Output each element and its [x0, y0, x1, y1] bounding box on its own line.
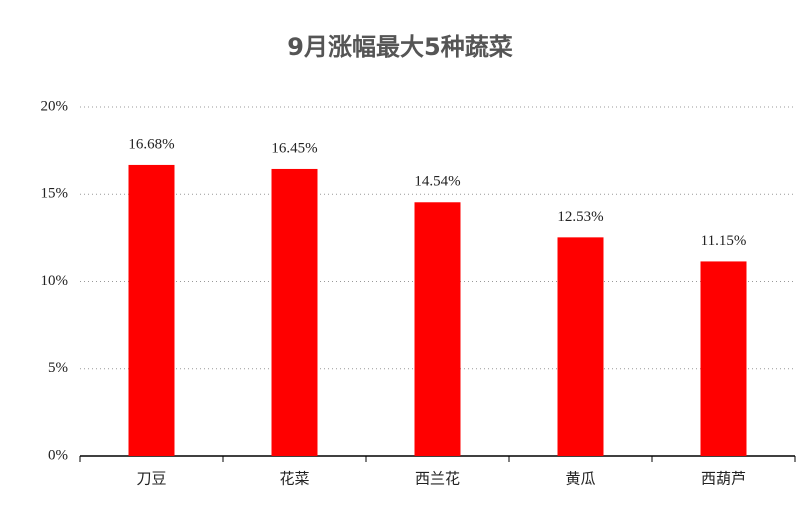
x-tick-label: 西兰花	[415, 470, 460, 487]
data-label: 14.54%	[414, 174, 460, 190]
bar	[700, 261, 747, 456]
y-tick-label: 15%	[41, 186, 69, 202]
data-label: 16.68%	[128, 136, 174, 152]
x-tick-label: 刀豆	[136, 471, 166, 487]
y-tick-label: 5%	[48, 360, 68, 376]
x-tick-label: 花菜	[279, 470, 309, 487]
chart-title: 9月涨幅最大5种蔬菜	[287, 33, 512, 61]
x-tick-label: 黄瓜	[565, 470, 595, 487]
bar	[128, 164, 175, 456]
data-label: 12.53%	[557, 209, 603, 225]
bar	[557, 237, 604, 456]
data-label: 11.15%	[701, 233, 747, 249]
data-label: 16.45%	[271, 140, 317, 156]
x-tick-label: 西葫芦	[701, 470, 746, 487]
y-tick-label: 10%	[41, 273, 69, 289]
bar	[414, 202, 461, 456]
bar	[271, 168, 318, 456]
y-tick-label: 0%	[48, 447, 68, 463]
y-tick-label: 20%	[41, 98, 69, 114]
